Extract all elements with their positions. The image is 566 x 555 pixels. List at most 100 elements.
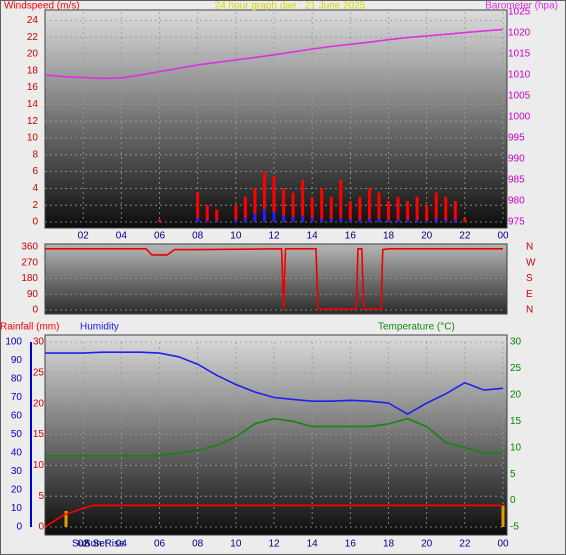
x-tick-label: 14: [307, 539, 319, 550]
y-tick-label: 60: [11, 411, 23, 422]
y2-tick-label: 990: [508, 154, 525, 165]
line: [45, 247, 503, 311]
y2-tick-label: 1025: [508, 7, 531, 18]
y-tick-label: 0: [32, 217, 38, 228]
y3-tick-label: 25: [33, 367, 45, 378]
y3-tick-label: 5: [38, 491, 44, 502]
bar: [406, 201, 410, 222]
bar: [339, 217, 343, 222]
plot-background: [44, 243, 508, 315]
line: [45, 351, 504, 416]
y2-tick-label: 10: [510, 442, 522, 453]
y-tick-label: 24: [27, 15, 39, 26]
y2-tick-label: 1000: [508, 112, 531, 123]
y-tick-label: 22: [27, 32, 39, 43]
legend-label: Windspeed (m/s): [4, 1, 80, 12]
x-tick-label: 18: [383, 539, 395, 550]
x-tick-label: 06: [154, 231, 166, 242]
bar: [425, 205, 429, 222]
y-tick-label: 18: [27, 65, 39, 76]
x-tick-label: 02: [78, 231, 90, 242]
y2-tick-label: 25: [510, 363, 522, 374]
legend-label: Rainfall (mm): [0, 322, 59, 333]
x-tick-label: 22: [459, 539, 471, 550]
y-tick-label: 40: [11, 448, 23, 459]
bar: [301, 180, 305, 222]
y-tick-label: 20: [11, 485, 23, 496]
bar: [262, 209, 266, 222]
x-tick-label: 06: [154, 539, 166, 550]
bar: [234, 205, 238, 222]
y-tick-label: 2: [32, 200, 38, 211]
y2-tick-label: -5: [510, 522, 519, 533]
y-tick-label: 90: [27, 289, 39, 300]
y2-tick-label: S: [526, 273, 533, 284]
bar: [444, 196, 448, 222]
x-tick-label: 10: [230, 231, 242, 242]
x-tick-label: 20: [421, 231, 433, 242]
y2-tick-label: 15: [510, 416, 522, 427]
y-tick-label: 0: [16, 522, 22, 533]
y2-tick-label: 1020: [508, 28, 531, 39]
bar: [215, 209, 219, 222]
y-tick-label: 4: [32, 183, 38, 194]
bar: [367, 218, 371, 222]
bar: [215, 220, 219, 222]
bar: [358, 196, 362, 222]
y-tick-label: 90: [11, 355, 23, 366]
bar: [434, 218, 438, 222]
y-tick-label: 16: [27, 82, 39, 93]
line: [44, 504, 503, 528]
bar: [310, 196, 314, 222]
y2-tick-label: N: [526, 305, 533, 316]
y-tick-label: 70: [11, 392, 23, 403]
annotation: Sun Set: [72, 539, 108, 550]
bar: [348, 219, 352, 222]
x-tick-label: 02: [78, 539, 90, 550]
bar: [377, 218, 381, 222]
y2-tick-label: 975: [508, 217, 525, 228]
bar: [196, 192, 200, 222]
bar: [234, 219, 238, 222]
y3-tick-label: 30: [33, 337, 45, 348]
bar: [64, 510, 68, 527]
x-tick-label: 16: [345, 539, 357, 550]
bar: [272, 211, 276, 222]
x-tick-label: 08: [192, 539, 204, 550]
bar: [310, 217, 314, 222]
bar: [301, 216, 305, 222]
y-tick-label: 30: [11, 466, 23, 477]
x-tick-label: 10: [230, 539, 242, 550]
bar: [453, 219, 457, 222]
y-tick-label: 12: [27, 116, 39, 127]
x-tick-label: 12: [268, 539, 280, 550]
y-tick-label: 50: [11, 429, 23, 440]
y2-tick-label: 0: [510, 495, 516, 506]
bar: [358, 219, 362, 222]
bar: [262, 171, 266, 222]
y2-tick-label: 985: [508, 175, 525, 186]
bar: [387, 201, 390, 222]
y2-tick-label: 980: [508, 196, 525, 207]
annotation: Sun Rise: [84, 539, 125, 550]
y-tick-label: 0: [32, 305, 38, 316]
y2-tick-label: 20: [510, 389, 522, 400]
bar: [367, 188, 371, 222]
y3-tick-label: 10: [33, 460, 45, 471]
line: [44, 28, 504, 80]
bar: [205, 220, 209, 222]
y2-tick-label: 30: [510, 337, 522, 348]
bar: [406, 219, 410, 222]
y-tick-label: 10: [11, 503, 23, 514]
x-tick-label: 14: [307, 231, 319, 242]
bar: [387, 219, 390, 222]
x-tick-label: 04: [116, 539, 128, 550]
x-tick-label: 00: [497, 231, 509, 242]
y3-tick-label: 20: [33, 398, 45, 409]
bar: [434, 192, 438, 222]
plot-background: [44, 9, 508, 229]
bar: [348, 201, 352, 222]
legend-label: Temperature (°C): [378, 322, 455, 333]
bar: [339, 180, 343, 222]
y2-tick-label: E: [526, 289, 533, 300]
